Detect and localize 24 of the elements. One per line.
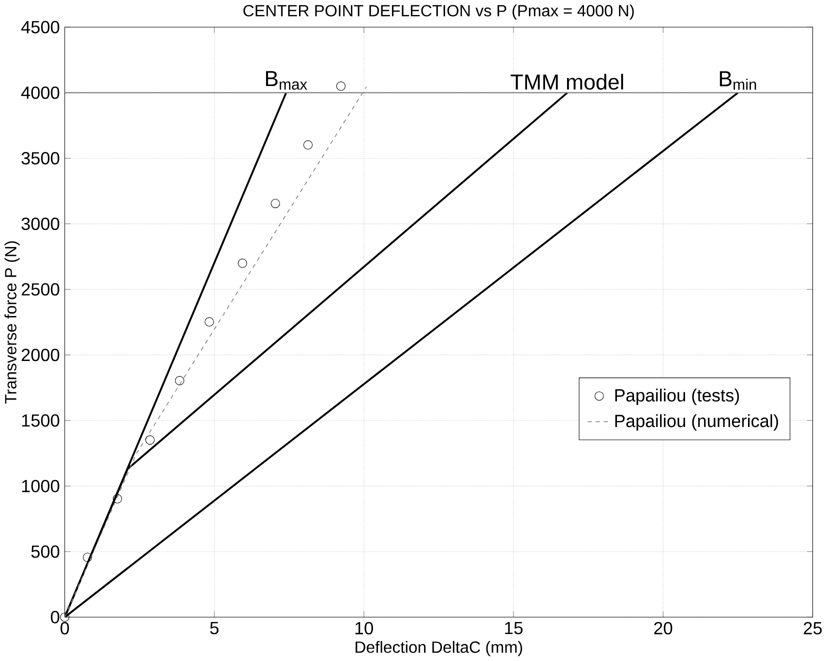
y-tick-label: 4500 xyxy=(21,21,60,34)
x-tick-label: 15 xyxy=(505,622,523,634)
y-tick-label: 1000 xyxy=(22,480,60,492)
y-tick-label: 500 xyxy=(31,546,60,558)
y-tick-label: 2500 xyxy=(22,283,60,296)
x-tick-label: 0 xyxy=(60,622,69,635)
series-label: B$_{min}$ xyxy=(720,71,756,90)
x-tick-label: 20 xyxy=(654,622,672,635)
y-tick-label: 3000 xyxy=(22,218,60,230)
legend-label: Papailiou (numerical) xyxy=(615,414,778,431)
y-axis-title: Transverse force P (N) xyxy=(4,242,20,404)
series-label: B$_{max}$ xyxy=(266,71,308,90)
x-axis-title: Deflection DeltaC (mm) xyxy=(356,641,522,656)
series-label: TMM model xyxy=(510,74,624,90)
x-tick-label: 5 xyxy=(210,622,218,634)
y-tick-label: 0 xyxy=(50,611,60,624)
x-tick-label: 10 xyxy=(355,622,374,635)
y-tick-label: 1500 xyxy=(22,414,60,427)
chart-title: CENTER POINT DEFLECTION vs P (Pmax = 4000 N) xyxy=(243,4,634,20)
y-tick-label: 3500 xyxy=(22,152,60,165)
legend-label: Papailiou (tests) xyxy=(615,388,739,406)
y-tick-label: 4000 xyxy=(21,86,60,100)
y-tick-label: 2000 xyxy=(22,348,60,362)
x-tick-label: 25 xyxy=(804,622,822,635)
